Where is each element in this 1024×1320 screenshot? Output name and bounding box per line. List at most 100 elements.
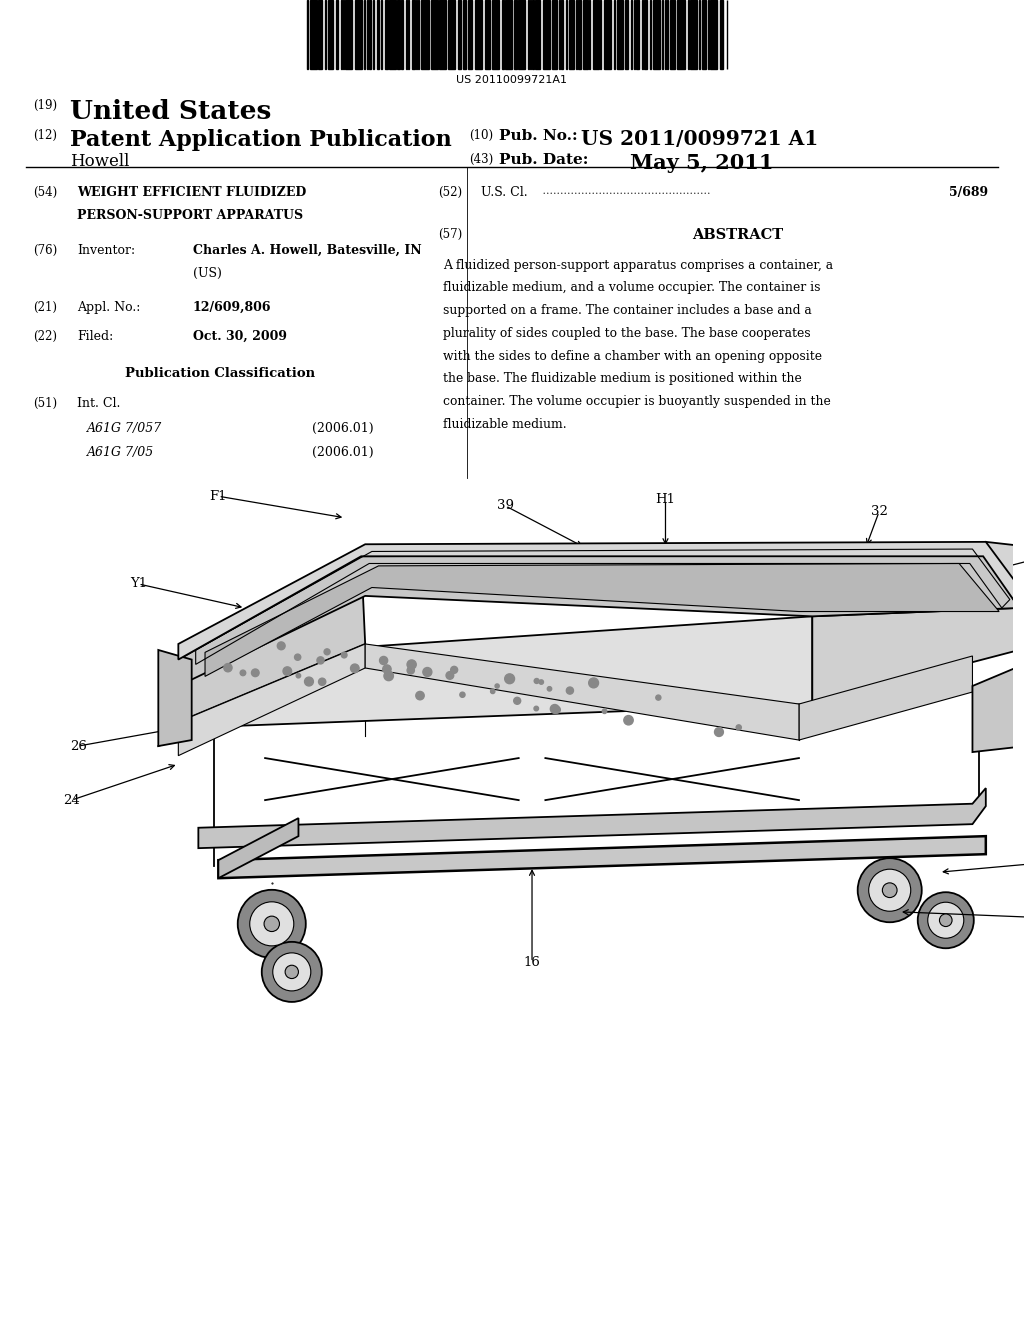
- Circle shape: [868, 869, 910, 911]
- Bar: [370, 0, 371, 69]
- Bar: [637, 0, 639, 69]
- Text: 39: 39: [497, 499, 514, 512]
- Text: 32: 32: [870, 506, 888, 519]
- Bar: [644, 0, 647, 69]
- Text: (52): (52): [438, 186, 463, 199]
- Circle shape: [655, 696, 660, 700]
- Bar: [600, 0, 601, 69]
- Text: F1: F1: [210, 490, 227, 503]
- Bar: [307, 0, 308, 69]
- Text: A61G 7/05: A61G 7/05: [87, 446, 155, 459]
- Bar: [641, 0, 643, 69]
- Text: Publication Classification: Publication Classification: [125, 367, 315, 380]
- Bar: [364, 0, 365, 69]
- Bar: [373, 0, 375, 69]
- Text: 5/689: 5/689: [949, 186, 988, 199]
- Circle shape: [550, 705, 559, 713]
- Bar: [464, 0, 467, 69]
- Bar: [341, 0, 342, 69]
- Bar: [614, 0, 615, 69]
- Text: WEIGHT EFFICIENT FLUIDIZED: WEIGHT EFFICIENT FLUIDIZED: [77, 186, 306, 199]
- Circle shape: [380, 656, 388, 664]
- Bar: [579, 0, 582, 69]
- Text: (12): (12): [33, 129, 56, 143]
- Circle shape: [566, 686, 573, 694]
- Circle shape: [490, 689, 495, 693]
- Circle shape: [928, 903, 964, 939]
- Circle shape: [295, 655, 301, 660]
- Bar: [328, 0, 334, 69]
- Bar: [670, 0, 676, 69]
- Text: (43): (43): [469, 153, 494, 166]
- Bar: [569, 0, 574, 69]
- Text: with the sides to define a chamber with an opening opposite: with the sides to define a chamber with …: [443, 350, 822, 363]
- Bar: [485, 0, 490, 69]
- Text: United States: United States: [70, 99, 271, 124]
- Bar: [431, 0, 438, 69]
- Circle shape: [296, 673, 301, 678]
- Bar: [631, 0, 632, 69]
- Circle shape: [624, 715, 633, 725]
- Bar: [422, 0, 429, 69]
- Bar: [397, 0, 400, 69]
- Text: Int. Cl.: Int. Cl.: [77, 397, 120, 411]
- Circle shape: [318, 678, 326, 685]
- Text: Appl. No.:: Appl. No.:: [77, 301, 140, 314]
- Bar: [577, 0, 578, 69]
- Bar: [702, 0, 706, 69]
- Text: Pub. Date:: Pub. Date:: [499, 153, 588, 168]
- Polygon shape: [199, 788, 986, 849]
- Bar: [528, 0, 529, 69]
- Text: US 2011/0099721 A1: US 2011/0099721 A1: [581, 129, 818, 149]
- Text: (19): (19): [33, 99, 57, 112]
- Text: ABSTRACT: ABSTRACT: [692, 228, 782, 243]
- Text: Howell: Howell: [70, 153, 129, 170]
- Polygon shape: [178, 554, 1019, 686]
- Bar: [535, 0, 540, 69]
- Circle shape: [715, 727, 723, 737]
- Bar: [413, 0, 416, 69]
- Text: (51): (51): [33, 397, 57, 411]
- Bar: [566, 0, 567, 69]
- Text: 26: 26: [70, 739, 87, 752]
- Circle shape: [539, 680, 544, 684]
- Text: ................................................: ........................................…: [539, 186, 710, 197]
- Bar: [401, 0, 403, 69]
- Circle shape: [224, 664, 232, 672]
- Bar: [625, 0, 628, 69]
- Circle shape: [534, 706, 539, 710]
- Bar: [318, 0, 322, 69]
- Circle shape: [304, 677, 313, 686]
- Bar: [514, 0, 517, 69]
- Text: 24: 24: [63, 793, 80, 807]
- Bar: [355, 0, 362, 69]
- Bar: [385, 0, 388, 69]
- Bar: [552, 0, 557, 69]
- Text: (57): (57): [438, 228, 463, 242]
- Circle shape: [602, 709, 607, 714]
- Circle shape: [350, 664, 359, 673]
- Circle shape: [460, 692, 465, 697]
- Bar: [459, 0, 462, 69]
- Bar: [378, 0, 379, 69]
- Polygon shape: [983, 541, 1024, 680]
- Polygon shape: [812, 609, 1019, 704]
- Bar: [505, 0, 512, 69]
- Circle shape: [408, 660, 416, 669]
- Circle shape: [241, 671, 246, 676]
- Bar: [698, 0, 700, 69]
- Polygon shape: [218, 818, 298, 878]
- Circle shape: [283, 667, 292, 676]
- Bar: [469, 0, 472, 69]
- Circle shape: [272, 953, 311, 991]
- Bar: [653, 0, 660, 69]
- Circle shape: [264, 916, 280, 932]
- Bar: [561, 0, 563, 69]
- Text: U.S. Cl.: U.S. Cl.: [481, 186, 528, 199]
- Text: (22): (22): [33, 330, 56, 343]
- Bar: [475, 0, 482, 69]
- Bar: [343, 0, 344, 69]
- Text: supported on a frame. The container includes a base and a: supported on a frame. The container incl…: [443, 304, 812, 317]
- Text: 12/609,806: 12/609,806: [193, 301, 271, 314]
- Bar: [439, 0, 446, 69]
